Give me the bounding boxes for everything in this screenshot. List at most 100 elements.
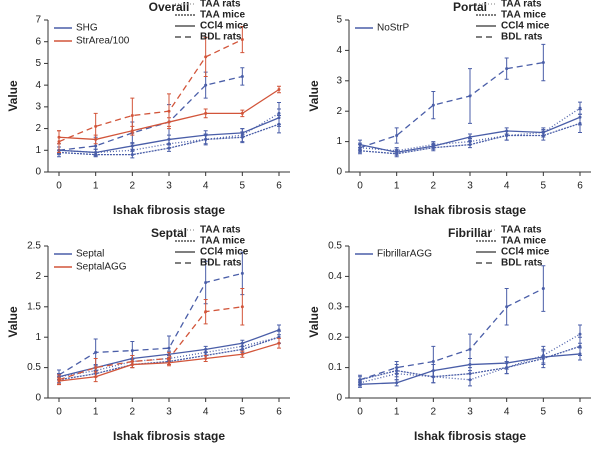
data-point: [130, 153, 134, 157]
data-point: [130, 114, 134, 118]
y-tick-label: 1.5: [27, 301, 41, 312]
x-tick-label: 3: [467, 407, 473, 418]
x-tick-label: 3: [166, 407, 172, 418]
legend-style-label: BDL rats: [200, 32, 242, 43]
y-tick-label: 0.2: [328, 332, 342, 343]
x-tick-label: 4: [203, 407, 209, 418]
data-point: [395, 134, 399, 138]
y-axis-label: Value: [307, 80, 321, 112]
data-point: [167, 356, 171, 360]
x-tick-label: 2: [431, 407, 437, 418]
data-point: [167, 146, 171, 150]
y-tick-label: 3: [336, 75, 342, 86]
data-point: [240, 131, 244, 135]
legend-style-label: TAA rats: [200, 225, 241, 236]
series-line: [58, 306, 243, 381]
data-point: [240, 305, 244, 309]
data-point: [468, 143, 472, 147]
data-point: [505, 305, 509, 309]
data-point: [468, 94, 472, 98]
data-point: [240, 38, 244, 42]
legend-style-label: BDL rats: [501, 32, 543, 43]
data-point: [94, 350, 98, 354]
x-tick-label: 1: [394, 181, 400, 192]
data-point: [240, 352, 244, 356]
legend-style-label: TAA rats: [200, 0, 241, 10]
y-axis-label: Value: [307, 306, 321, 338]
x-tick-label: 3: [166, 181, 172, 192]
data-point: [541, 287, 545, 291]
series-line: [359, 61, 544, 149]
data-point: [57, 378, 61, 382]
data-point: [505, 67, 509, 71]
x-tick-label: 1: [394, 407, 400, 418]
x-tick-label: 5: [240, 407, 246, 418]
x-tick-label: 4: [504, 407, 510, 418]
data-point: [57, 140, 61, 144]
data-point: [204, 280, 208, 284]
x-tick-label: 6: [577, 181, 583, 192]
y-tick-label: 1: [35, 332, 41, 343]
data-point: [204, 347, 208, 351]
data-point: [204, 111, 208, 115]
y-tick-label: 0.4: [328, 271, 342, 282]
data-point: [167, 346, 171, 350]
data-point: [240, 271, 244, 275]
data-point: [578, 332, 582, 336]
data-point: [94, 124, 98, 128]
y-tick-label: 2.5: [27, 241, 41, 252]
data-point: [468, 347, 472, 351]
legend-label: FibrillarAGG: [377, 249, 432, 260]
y-axis-label: Value: [6, 80, 20, 112]
data-point: [277, 341, 281, 345]
legend-label: Septal: [76, 249, 104, 260]
x-tick-label: 6: [276, 407, 282, 418]
y-tick-label: 4: [336, 45, 342, 56]
data-point: [130, 360, 134, 364]
x-tick-label: 2: [431, 181, 437, 192]
legend-style-label: TAA mice: [200, 236, 245, 247]
legend-style-label: CCl4 mice: [200, 247, 249, 258]
x-tick-label: 4: [203, 181, 209, 192]
legend-style-label: BDL rats: [200, 258, 242, 269]
x-axis-label: Ishak fibrosis stage: [414, 203, 526, 217]
y-tick-label: 0: [35, 167, 41, 178]
data-point: [240, 111, 244, 115]
series-line: [58, 75, 243, 151]
y-tick-label: 0.1: [328, 362, 342, 373]
data-point: [505, 361, 509, 365]
data-point: [277, 116, 281, 120]
y-tick-label: 5: [35, 58, 41, 69]
x-tick-label: 0: [357, 407, 363, 418]
data-point: [505, 129, 509, 133]
data-point: [94, 144, 98, 148]
data-point: [204, 310, 208, 314]
y-tick-label: 0.3: [328, 301, 342, 312]
data-point: [240, 347, 244, 351]
x-tick-label: 2: [130, 407, 136, 418]
data-point: [130, 349, 134, 353]
series-line: [58, 38, 243, 143]
y-tick-label: 1: [35, 145, 41, 156]
y-tick-label: 4: [35, 80, 41, 91]
y-axis-label: Value: [6, 306, 20, 338]
chart-title: Fibrillar: [448, 226, 492, 240]
series-line: [359, 287, 544, 381]
legend-label: SHG: [76, 23, 98, 34]
chart-title: Portal: [453, 0, 487, 14]
y-tick-label: 6: [35, 36, 41, 47]
x-tick-label: 6: [577, 407, 583, 418]
data-point: [358, 378, 362, 382]
legend-style-label: TAA rats: [501, 225, 542, 236]
data-point: [204, 55, 208, 59]
data-point: [240, 74, 244, 78]
x-tick-label: 5: [541, 181, 547, 192]
data-point: [431, 144, 435, 148]
y-tick-label: 3: [35, 101, 41, 112]
legend-style-label: TAA mice: [200, 10, 245, 21]
legend-style-label: TAA mice: [501, 10, 546, 21]
data-point: [395, 150, 399, 154]
data-point: [277, 87, 281, 91]
data-point: [204, 133, 208, 137]
